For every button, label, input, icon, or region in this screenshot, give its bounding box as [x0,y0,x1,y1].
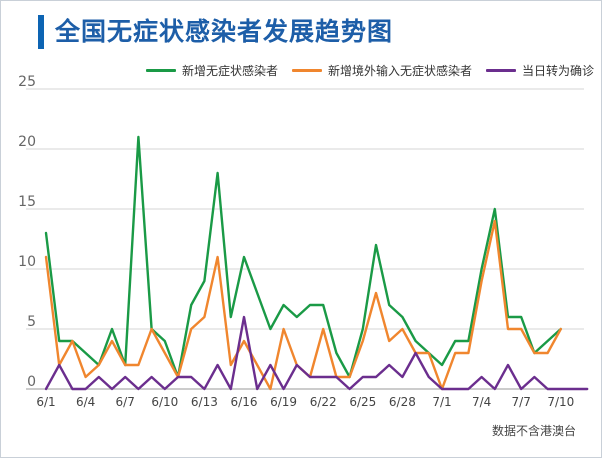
x-tick-label: 6/22 [310,395,337,409]
legend-item-converted-confirmed: 当日转为确诊 [485,62,594,79]
legend-label: 新增境外输入无症状感染者 [327,63,472,78]
footnote: 数据不含港澳台 [491,424,576,438]
y-tick-label: 10 [18,254,36,270]
legend-item-new-asymptomatic: 新增无症状感染者 [145,62,278,79]
x-tick-label: 6/28 [389,395,416,409]
series-line-1 [44,219,562,391]
legend-item-imported-asymptomatic: 新增境外输入无症状感染者 [291,62,472,79]
legend-swatch-purple [485,68,516,72]
legend: 新增无症状感染者 新增境外输入无症状感染者 当日转为确诊 [145,60,594,80]
x-tick-label: 6/10 [151,395,178,409]
x-tick-label: 6/25 [349,395,376,409]
y-tick-label: 20 [18,134,36,150]
x-tick-label: 7/10 [547,395,574,409]
series-line-0 [44,135,562,379]
y-tick-label: 25 [18,74,36,90]
x-tick-label: 7/1 [432,395,451,409]
legend-label: 当日转为确诊 [521,63,594,78]
x-tick-label: 7/4 [472,395,491,409]
x-tick-label: 6/4 [76,395,95,409]
legend-swatch-orange [291,68,322,72]
legend-label: 新增无症状感染者 [181,63,278,78]
x-tick-label: 7/7 [512,395,531,409]
x-tick-label: 6/16 [231,395,258,409]
legend-swatch-green [145,68,176,72]
title-accent-bar [38,15,44,49]
y-tick-label: 15 [18,194,36,210]
x-tick-label: 6/13 [191,395,218,409]
y-tick-label: 0 [27,374,36,390]
chart-title: 全国无症状感染者发展趋势图 [55,17,394,46]
x-tick-label: 6/7 [116,395,135,409]
x-tick-label: 6/19 [270,395,297,409]
x-tick-label: 6/1 [36,395,55,409]
y-tick-label: 5 [27,314,36,330]
series-line-2 [44,315,589,391]
